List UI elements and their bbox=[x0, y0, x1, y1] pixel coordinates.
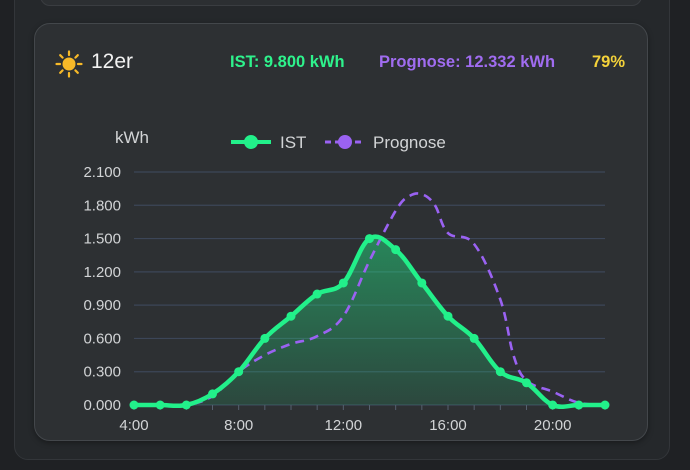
legend-ist-label: IST bbox=[280, 133, 306, 152]
card-title: 12er bbox=[91, 50, 134, 73]
ist-data-point[interactable] bbox=[155, 400, 165, 410]
ist-data-point[interactable] bbox=[234, 367, 244, 377]
y-axis-ticks: 0.000 0.300 0.600 0.900 1.200 1.500 1.800 2.100 bbox=[83, 164, 121, 414]
ist-data-point[interactable] bbox=[208, 389, 217, 399]
x-tick-label: 12:00 bbox=[325, 417, 363, 434]
ist-data-point[interactable] bbox=[365, 234, 374, 244]
x-axis-ticks: 4:00 8:00 12:00 16:00 20:00 bbox=[119, 405, 606, 434]
y-axis-label: kWh bbox=[115, 128, 149, 147]
ist-data-point[interactable] bbox=[338, 278, 348, 288]
ist-data-point[interactable] bbox=[129, 400, 139, 410]
y-tick-label: 1.500 bbox=[83, 231, 121, 248]
x-tick-label: 4:00 bbox=[119, 417, 148, 434]
ist-data-point[interactable] bbox=[574, 400, 584, 410]
chart-legend[interactable]: IST Prognose bbox=[231, 133, 446, 152]
sun-icon bbox=[55, 50, 83, 78]
ist-data-point[interactable] bbox=[469, 333, 479, 343]
ist-total: IST: 9.800 kWh bbox=[230, 53, 345, 71]
energy-card[interactable]: 12er IST: 9.800 kWh Prognose: 12.332 kWh… bbox=[34, 23, 648, 441]
legend-item-ist[interactable]: IST bbox=[231, 133, 306, 152]
ist-data-point[interactable] bbox=[181, 400, 191, 410]
legend-ist-marker bbox=[244, 135, 258, 149]
y-tick-label: 0.300 bbox=[83, 364, 121, 381]
legend-prognose-marker bbox=[338, 135, 352, 149]
previous-card bbox=[40, 0, 642, 6]
ist-area bbox=[134, 236, 605, 407]
x-tick-label: 8:00 bbox=[224, 417, 253, 434]
ist-points bbox=[129, 234, 610, 410]
prognose-total: Prognose: 12.332 kWh bbox=[379, 53, 556, 71]
card-header: 12er IST: 9.800 kWh Prognose: 12.332 kWh… bbox=[35, 24, 647, 100]
percent-of-forecast: 79% bbox=[592, 53, 626, 71]
ist-data-point[interactable] bbox=[548, 400, 558, 410]
ist-data-point[interactable] bbox=[286, 311, 296, 321]
y-tick-label: 2.100 bbox=[83, 164, 121, 181]
y-tick-label: 0.600 bbox=[83, 330, 121, 347]
ist-data-point[interactable] bbox=[443, 311, 453, 321]
ist-data-point[interactable] bbox=[417, 278, 427, 288]
ist-data-point[interactable] bbox=[391, 245, 401, 255]
y-tick-label: 1.200 bbox=[83, 264, 121, 281]
y-tick-label: 1.800 bbox=[83, 197, 121, 214]
x-tick-label: 16:00 bbox=[429, 417, 467, 434]
legend-prognose-label: Prognose bbox=[373, 133, 446, 152]
y-tick-label: 0.000 bbox=[83, 397, 121, 414]
ist-data-point[interactable] bbox=[312, 289, 322, 299]
energy-chart[interactable]: 0.000 0.300 0.600 0.900 1.200 1.500 1.800 2.100… bbox=[35, 100, 647, 440]
ist-data-point[interactable] bbox=[522, 378, 531, 388]
ist-data-point[interactable] bbox=[495, 367, 505, 377]
legend-item-prognose[interactable]: Prognose bbox=[325, 133, 446, 152]
ist-data-point[interactable] bbox=[600, 400, 610, 410]
x-tick-label: 20:00 bbox=[534, 417, 572, 434]
y-tick-label: 0.900 bbox=[83, 297, 121, 314]
ist-data-point[interactable] bbox=[260, 333, 270, 343]
